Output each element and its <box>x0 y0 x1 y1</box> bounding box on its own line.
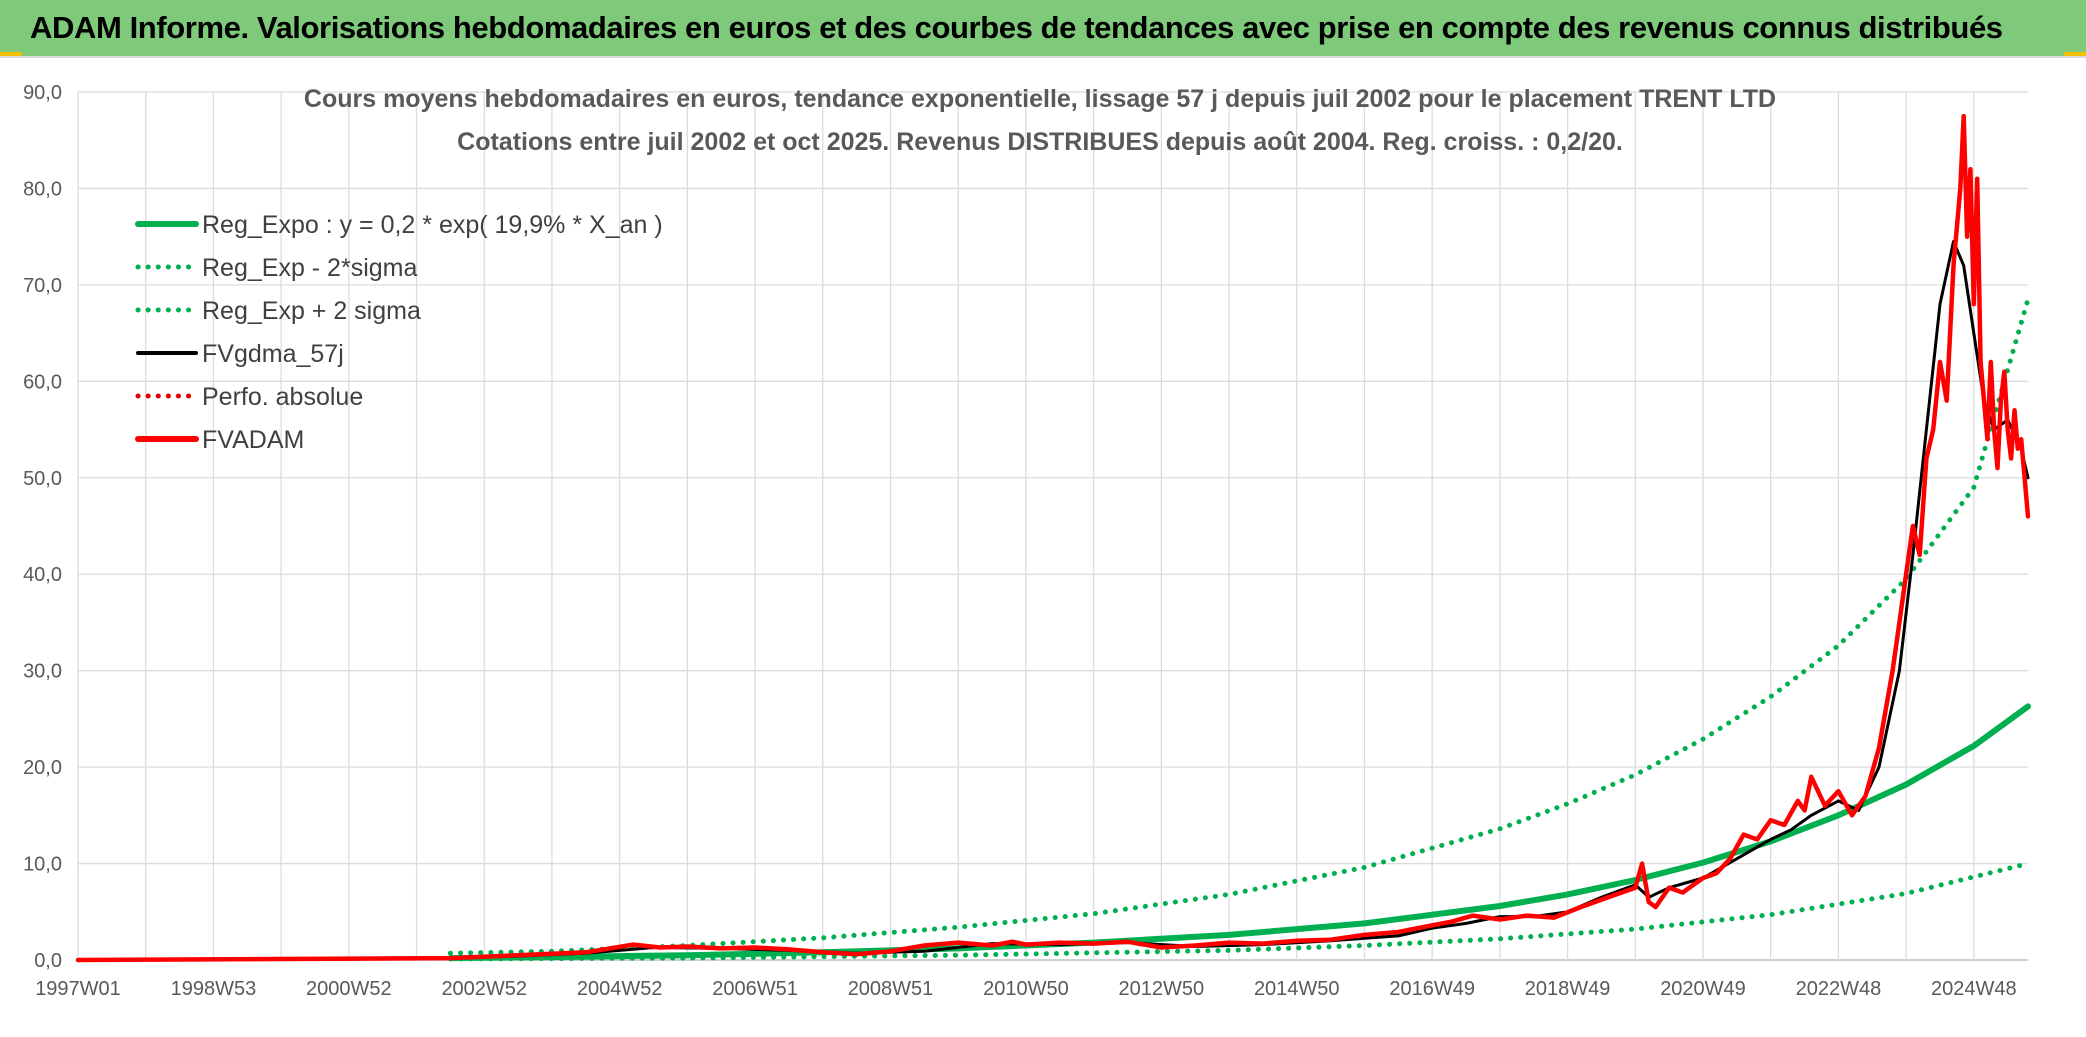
x-tick-label: 1997W01 <box>35 978 121 1000</box>
x-tick-label: 2010W50 <box>983 978 1069 1000</box>
x-tick-label: 2006W51 <box>712 978 798 1000</box>
x-tick-label: 2012W50 <box>1119 978 1205 1000</box>
legend-label: Reg_Exp + 2 sigma <box>202 297 421 325</box>
x-tick-label: 1998W53 <box>171 978 257 1000</box>
x-tick-label: 2000W52 <box>306 978 392 1000</box>
y-tick-label: 80,0 <box>23 178 62 200</box>
banner-corner-left <box>0 52 22 58</box>
banner-corner-right <box>2064 52 2086 58</box>
chart-subtitle: Cotations entre juil 2002 et oct 2025. R… <box>457 128 1623 156</box>
x-tick-label: 2018W49 <box>1525 978 1611 1000</box>
x-tick-label: 2024W48 <box>1931 978 2017 1000</box>
y-tick-label: 10,0 <box>23 854 62 876</box>
line-chart: 0,010,020,030,040,050,060,070,080,090,0 … <box>23 82 2031 1000</box>
legend-label: Perfo. absolue <box>202 383 363 411</box>
x-tick-label: 2008W51 <box>848 978 934 1000</box>
legend-label: FVgdma_57j <box>202 340 344 368</box>
chart-area: 0,0 10,0 20,0 30,0 40,0 50,0 60,0 70,0 80,0 90,0 … <box>0 56 2086 1037</box>
series-line <box>447 861 2031 962</box>
x-tick-label: 2002W52 <box>441 978 527 1000</box>
legend-label: Reg_Expo : y = 0,2 * exp( 19,9% * X_an ) <box>202 211 663 239</box>
x-tick-label: 2022W48 <box>1796 978 1882 1000</box>
y-tick-label: 50,0 <box>23 468 62 490</box>
y-tick-label: 40,0 <box>23 564 62 586</box>
x-tick-label: 2016W49 <box>1389 978 1475 1000</box>
y-tick-label: 90,0 <box>23 82 62 104</box>
header-banner: ADAM Informe. Valorisations hebdomadaire… <box>0 0 2086 56</box>
series-line <box>447 296 2031 956</box>
chart-title: Cours moyens hebdomadaires en euros, ten… <box>304 85 1776 113</box>
x-tick-label: 2020W49 <box>1660 978 1746 1000</box>
series-lines <box>75 113 2031 963</box>
header-title: ADAM Informe. Valorisations hebdomadaire… <box>30 10 2003 45</box>
y-tick-label: 70,0 <box>23 275 62 297</box>
y-tick-label: 30,0 <box>23 661 62 683</box>
x-tick-label: 2004W52 <box>577 978 663 1000</box>
series-line <box>75 113 2031 963</box>
legend-label: Reg_Exp - 2*sigma <box>202 254 417 282</box>
y-tick-label: 20,0 <box>23 757 62 779</box>
x-axis-ticks: 1997W01 1998W53 2000W52 2002W52 2004W52 2006W… <box>35 978 2016 1000</box>
y-tick-label: 60,0 <box>23 371 62 393</box>
legend-label: FVADAM <box>202 426 304 454</box>
x-tick-label: 2014W50 <box>1254 978 1340 1000</box>
y-tick-label: 0,0 <box>34 950 62 972</box>
chart-legend: Reg_Expo : y = 0,2 * exp( 19,9% * X_an )… <box>135 211 663 454</box>
y-axis-ticks: 0,0 10,0 20,0 30,0 40,0 50,0 60,0 70,0 80,0 90,0 <box>23 82 62 972</box>
